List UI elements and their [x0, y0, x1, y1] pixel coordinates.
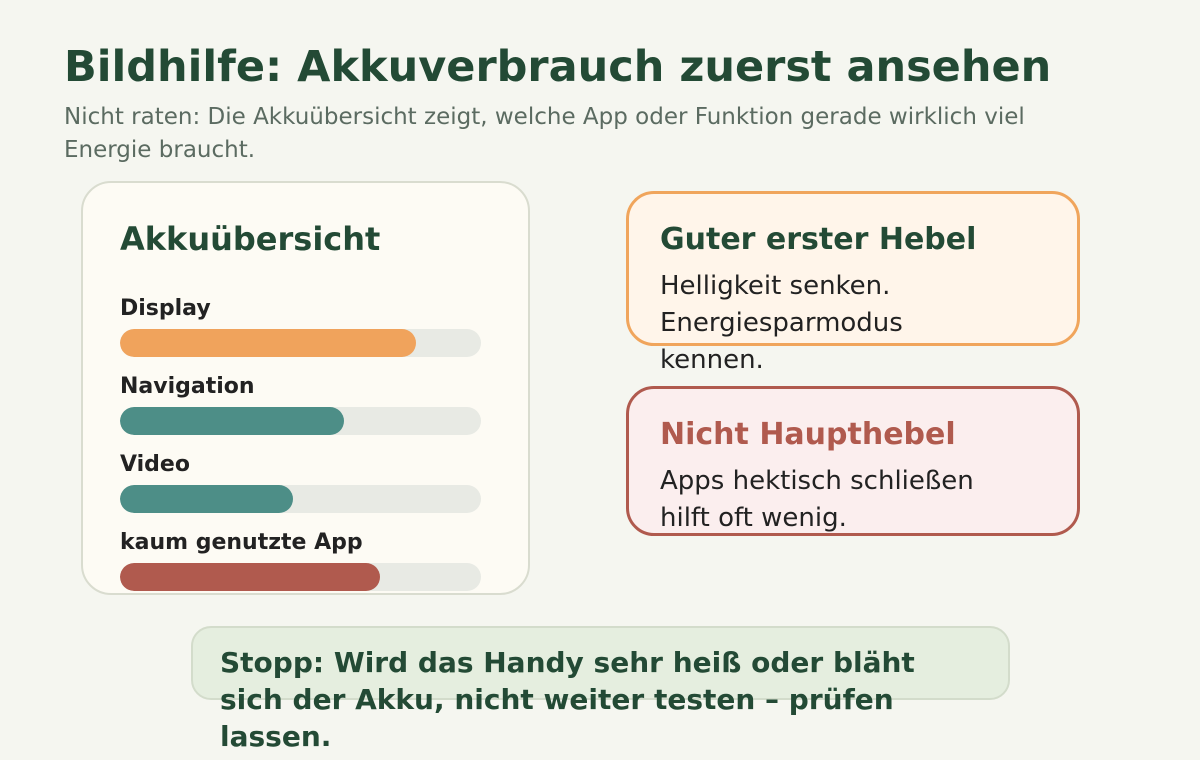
overview-title: Akkuübersicht	[120, 220, 381, 258]
bar	[120, 485, 294, 513]
bar-label: Video	[120, 452, 190, 477]
bar-label: Display	[120, 296, 211, 321]
stop-text: Stopp: Wird das Handy sehr heiß oder blä…	[220, 646, 915, 753]
bar	[120, 329, 417, 357]
bar-track	[120, 485, 481, 513]
stop-box	[191, 626, 1010, 700]
card-title: Guter erster Hebel	[660, 222, 977, 257]
bar-track	[120, 329, 481, 357]
good-card	[626, 191, 1080, 346]
title: Bildhilfe: Akkuverbrauch zuerst ansehen	[64, 42, 1052, 92]
bar-label: kaum genutzte App	[120, 530, 363, 555]
overview-card	[81, 181, 530, 595]
warn-card	[626, 386, 1080, 536]
card-text: Apps hektisch schließen hilft oft wenig.	[660, 466, 974, 533]
subtitle: Nicht raten: Die Akkuübersicht zeigt, we…	[64, 104, 1025, 163]
bar	[120, 407, 344, 435]
bar-track	[120, 563, 481, 591]
bar	[120, 563, 380, 591]
bar-track	[120, 407, 481, 435]
bar-label: Navigation	[120, 374, 255, 399]
card-title: Nicht Haupthebel	[660, 417, 956, 452]
card-text: Helligkeit senken. Energiesparmodus kenn…	[660, 271, 903, 375]
